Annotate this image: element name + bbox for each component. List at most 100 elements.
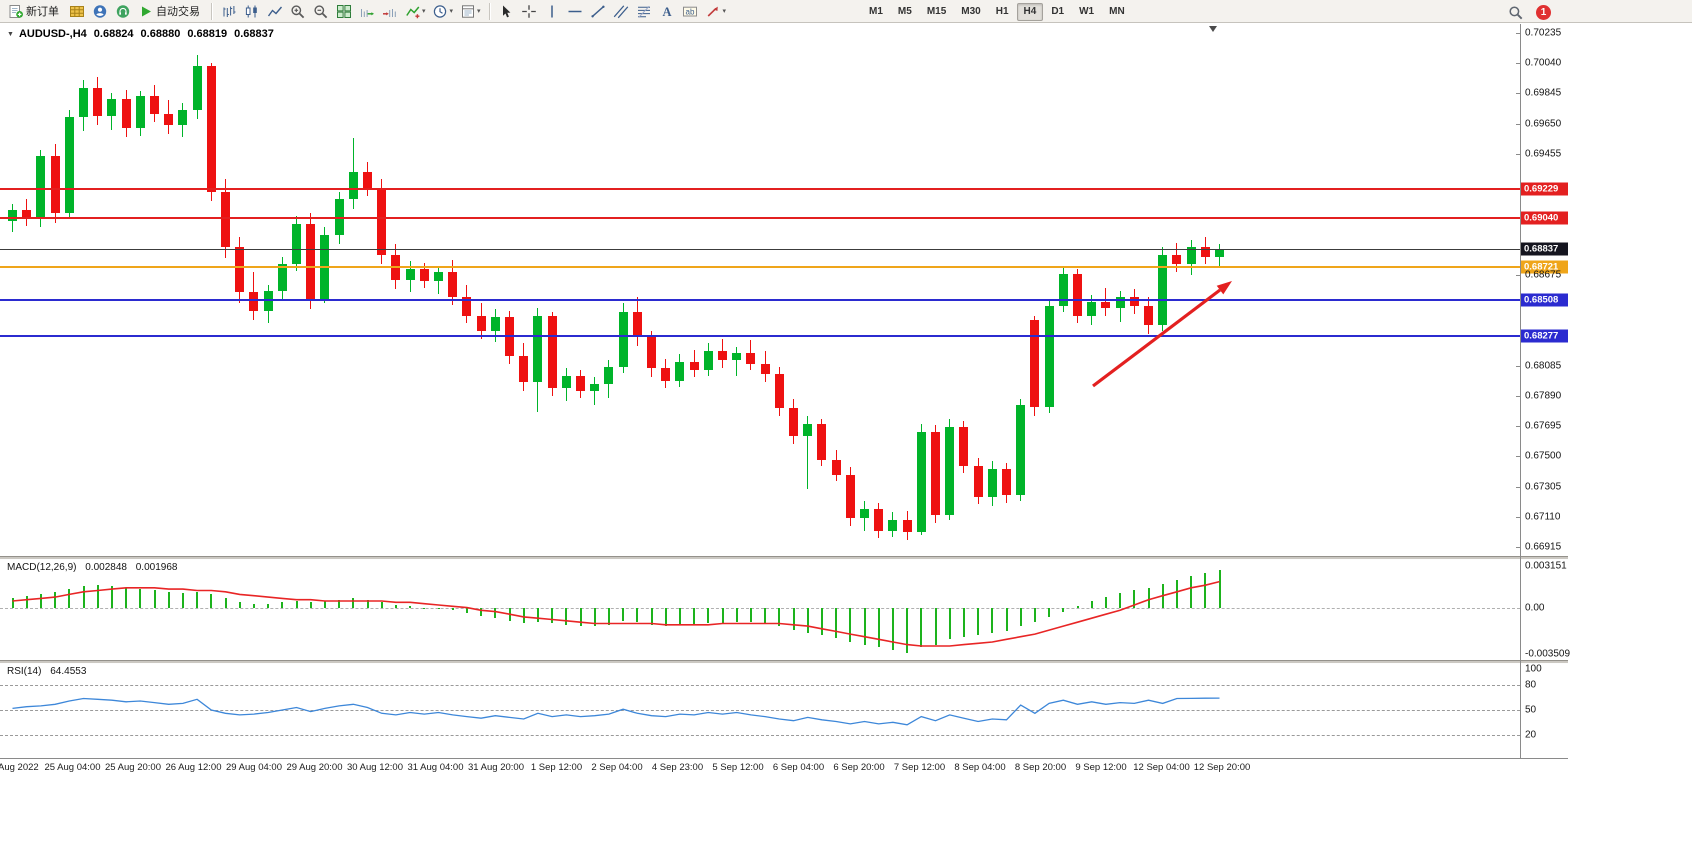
macd-axis-label: 0.003151 <box>1525 560 1567 572</box>
timeframe-m1[interactable]: M1 <box>869 6 883 17</box>
candle-up <box>1186 247 1196 265</box>
chevron-down-icon: ▾ <box>449 8 454 15</box>
zoom-out-button[interactable] <box>309 1 332 21</box>
timeframe-w1[interactable]: W1 <box>1079 6 1095 17</box>
community-button[interactable] <box>111 1 134 21</box>
horizontal-line-object[interactable] <box>0 266 1520 269</box>
ohlc-high: 0.68880 <box>140 28 181 40</box>
candle-up <box>107 98 117 116</box>
cursor-button[interactable] <box>495 1 518 21</box>
label-button[interactable]: ab <box>679 1 702 21</box>
rsi-axis-label: 100 <box>1525 663 1542 675</box>
timeframe-m5[interactable]: M5 <box>897 6 912 17</box>
candle-up <box>192 66 202 110</box>
macd-histogram-bar <box>764 607 767 624</box>
crosshair-button[interactable] <box>518 1 541 21</box>
horizontal-line-object[interactable] <box>0 217 1520 219</box>
candle-up <box>860 509 869 519</box>
macd-histogram-bar <box>1133 590 1136 608</box>
price-axis[interactable]: 0.69229 0.69040 0.68721 0.68508 0.68277 0.688… <box>1516 0 1692 847</box>
price-axis-label: 0.67500 <box>1525 450 1562 462</box>
notification-badge[interactable]: 1 <box>1536 4 1551 20</box>
one-click-trading-expander-icon[interactable]: ▼ <box>7 30 14 38</box>
time-axis-label: 9 Sep 12:00 <box>1075 762 1127 773</box>
candles-icon <box>243 3 260 19</box>
candle-down <box>661 368 671 381</box>
macd-histogram-bar <box>82 586 85 608</box>
time-axis-label: 7 Sep 12:00 <box>893 762 946 773</box>
ohlc-low: 0.68819 <box>187 28 228 40</box>
chevron-down-icon: ▾ <box>722 8 727 15</box>
candle-down <box>774 374 784 409</box>
market-watch-button[interactable] <box>65 1 88 21</box>
tile-windows-button[interactable] <box>332 1 355 21</box>
time-axis-label: 8 Sep 20:00 <box>1014 762 1067 773</box>
channel-button[interactable] <box>610 1 633 21</box>
macd-histogram-bar <box>1204 573 1207 608</box>
rsi-header: RSI(14) 64.4553 <box>7 666 92 677</box>
time-axis-label: 12 Sep 20:00 <box>1193 762 1251 773</box>
macd-histogram-bar <box>863 607 866 645</box>
candle-wick <box>807 416 809 489</box>
time-axis[interactable]: 24 Aug 2022 25 Aug 04:00 25 Aug 20:00 26 Au… <box>0 760 1692 778</box>
macd-histogram-bar <box>934 607 937 645</box>
candle-up <box>490 317 500 331</box>
candle-down <box>22 210 32 218</box>
profiles-button[interactable] <box>88 1 111 21</box>
price-chart-panel[interactable] <box>0 24 1520 556</box>
macd-histogram-bar <box>281 602 284 608</box>
time-axis-label: 29 Aug 04:00 <box>226 762 282 773</box>
indicators-button[interactable]: ▾ <box>401 1 429 21</box>
auto-scroll-button[interactable] <box>355 1 378 21</box>
trendline-button[interactable] <box>587 1 610 21</box>
horizontal-line-object[interactable] <box>0 299 1520 302</box>
candle-up <box>135 95 145 129</box>
trend-arrow-annotation[interactable] <box>0 24 1520 556</box>
arrows-button[interactable]: ▾ <box>702 1 730 21</box>
candle-up <box>703 351 713 370</box>
timeframe-m15[interactable]: M15 <box>926 6 947 17</box>
time-axis-label: 1 Sep 12:00 <box>530 762 583 773</box>
template-icon <box>459 3 476 19</box>
panel-separator[interactable] <box>0 556 1568 560</box>
text-button[interactable]: A <box>656 1 679 21</box>
rsi-panel[interactable] <box>0 664 1520 756</box>
time-axis-label: 12 Sep 04:00 <box>1133 762 1190 773</box>
chart-shift-marker <box>1209 26 1217 32</box>
line-chart-button[interactable] <box>263 1 286 21</box>
current-price-badge: 0.68837 <box>1521 242 1568 256</box>
chart-shift-button[interactable] <box>378 1 401 21</box>
macd-histogram-bar <box>1119 593 1122 608</box>
search-icon[interactable] <box>1504 2 1527 22</box>
candlestick-chart-button[interactable] <box>240 1 263 21</box>
periods-button[interactable]: ▾ <box>429 1 457 21</box>
candle-down <box>235 247 245 293</box>
candle-down <box>1129 296 1139 307</box>
horizontal-line-object[interactable] <box>0 335 1520 338</box>
new-order-button[interactable]: 新订单 <box>4 1 65 21</box>
macd-histogram-bar <box>522 607 525 624</box>
zoom-in-button[interactable] <box>286 1 309 21</box>
horizontal-line-button[interactable] <box>564 1 587 21</box>
timeframe-h4[interactable]: H4 <box>1016 2 1044 21</box>
macd-histogram-bar <box>39 594 42 608</box>
templates-button[interactable]: ▾ <box>456 1 484 21</box>
fibonacci-button[interactable] <box>633 1 656 21</box>
timeframe-h1[interactable]: H1 <box>995 6 1009 17</box>
timeframe-m30[interactable]: M30 <box>961 6 981 17</box>
price-axis-label: 0.70235 <box>1525 27 1562 39</box>
bar-chart-button[interactable] <box>217 1 240 21</box>
auto-trading-button[interactable]: 自动交易 <box>134 1 206 21</box>
candle-up <box>561 375 571 389</box>
timeframe-d1[interactable]: D1 <box>1051 6 1065 17</box>
candle-down <box>1073 273 1082 316</box>
macd-panel[interactable] <box>0 560 1520 660</box>
timeframe-mn[interactable]: MN <box>1109 6 1125 17</box>
panel-separator[interactable] <box>0 660 1568 664</box>
time-axis-label: 25 Aug 20:00 <box>105 762 161 773</box>
horizontal-line-object[interactable] <box>0 187 1520 190</box>
candle-down <box>902 519 912 533</box>
toolbar-separator <box>211 2 212 20</box>
candle-up <box>533 315 543 383</box>
vertical-line-button[interactable] <box>541 1 564 21</box>
